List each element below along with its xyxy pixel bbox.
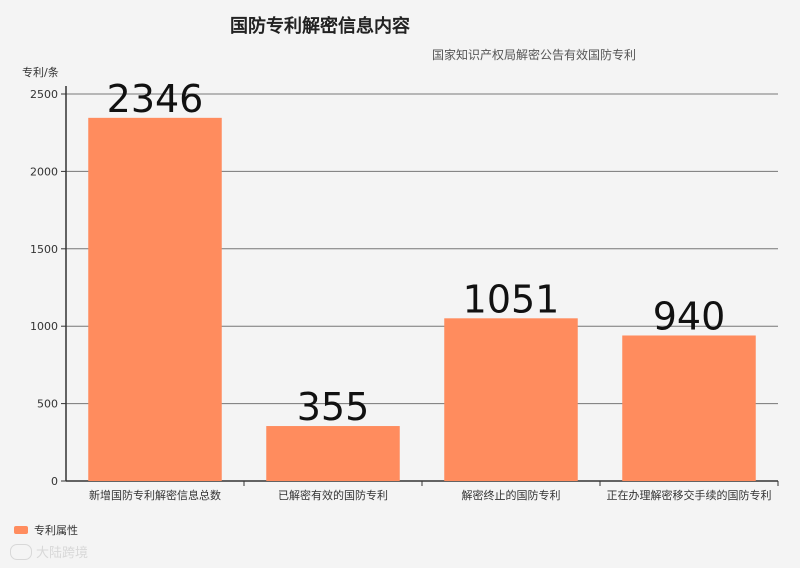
x-tick-label: 解密终止的国防专利	[462, 488, 561, 502]
chart-title: 国防专利解密信息内容	[230, 16, 410, 37]
y-tick-label: 1000	[30, 320, 58, 333]
bar	[266, 426, 400, 481]
data-label: 355	[297, 385, 370, 429]
data-label: 1051	[463, 277, 560, 321]
legend[interactable]: 专利属性	[14, 522, 78, 538]
bar	[622, 335, 756, 481]
y-tick-label: 2500	[30, 88, 58, 101]
y-tick-label: 1500	[30, 243, 58, 256]
y-tick-label: 0	[51, 475, 58, 488]
bar	[444, 318, 578, 481]
watermark-text: 大陆跨境	[36, 546, 89, 561]
y-axis-label: 专利/条	[22, 65, 59, 79]
bar	[88, 117, 222, 481]
watermark: 大陆跨境	[10, 542, 88, 561]
x-tick-label: 新增国防专利解密信息总数	[89, 488, 221, 502]
y-tick-label: 2000	[30, 165, 58, 178]
data-label: 940	[653, 294, 726, 338]
legend-label: 专利属性	[34, 524, 78, 537]
data-label: 2346	[107, 77, 204, 121]
x-tick-label: 已解密有效的国防专利	[278, 488, 388, 502]
chart-subtitle: 国家知识产权局解密公告有效国防专利	[432, 48, 637, 62]
legend-swatch	[14, 526, 28, 534]
watermark-logo-icon	[10, 543, 32, 560]
y-tick-label: 500	[37, 398, 58, 411]
x-tick-label: 正在办理解密移交手续的国防专利	[607, 488, 772, 502]
